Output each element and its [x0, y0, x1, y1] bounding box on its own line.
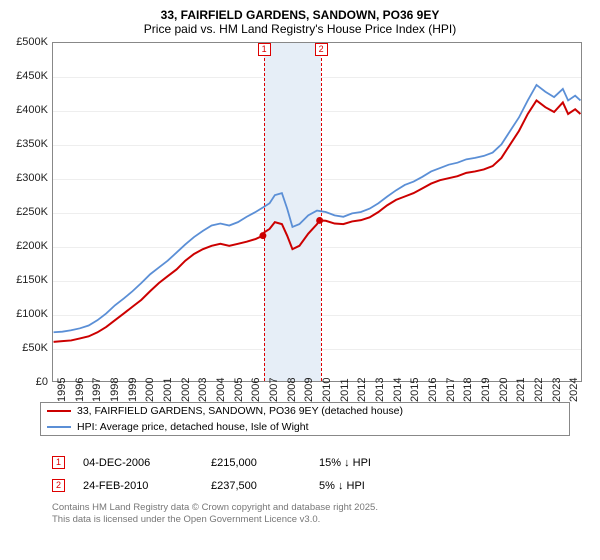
x-tick-label: 2004 — [215, 378, 227, 402]
y-tick-label: £50K — [12, 342, 48, 354]
sale-row-1: 1 04-DEC-2006 £215,000 15% ↓ HPI — [52, 456, 588, 469]
chart-subtitle: Price paid vs. HM Land Registry's House … — [12, 22, 588, 36]
legend-swatch-blue — [47, 426, 71, 428]
x-tick-label: 2005 — [233, 378, 245, 402]
sale-delta-2: 5% ↓ HPI — [319, 480, 365, 492]
x-tick-label: 2002 — [180, 378, 192, 402]
sale-delta-1: 15% ↓ HPI — [319, 457, 371, 469]
legend-box: 33, FAIRFIELD GARDENS, SANDOWN, PO36 9EY… — [40, 402, 570, 436]
x-tick-label: 2021 — [515, 378, 527, 402]
y-tick-label: £300K — [12, 172, 48, 184]
legend-swatch-red — [47, 410, 71, 412]
x-tick-label: 1999 — [127, 378, 139, 402]
y-tick-label: £100K — [12, 308, 48, 320]
y-tick-label: £150K — [12, 274, 48, 286]
x-tick-label: 2006 — [250, 378, 262, 402]
series_blue-line — [54, 85, 581, 332]
x-tick-label: 2024 — [568, 378, 580, 402]
x-tick-label: 2022 — [533, 378, 545, 402]
x-tick-label: 2010 — [321, 378, 333, 402]
sale-price-1: £215,000 — [211, 457, 301, 469]
x-tick-label: 1995 — [56, 378, 68, 402]
sale-marker-onchart: 1 — [258, 43, 271, 56]
chart-container: 33, FAIRFIELD GARDENS, SANDOWN, PO36 9EY… — [0, 0, 600, 560]
x-tick-label: 2007 — [268, 378, 280, 402]
y-tick-label: £400K — [12, 104, 48, 116]
legend-row-blue: HPI: Average price, detached house, Isle… — [41, 419, 569, 435]
sale-point — [316, 217, 323, 224]
y-tick-label: £350K — [12, 138, 48, 150]
x-tick-label: 2016 — [427, 378, 439, 402]
x-tick-label: 1998 — [109, 378, 121, 402]
x-tick-label: 2013 — [374, 378, 386, 402]
y-tick-label: £0 — [12, 376, 48, 388]
y-tick-label: £500K — [12, 36, 48, 48]
chart-area: £0 £50K £100K £150K £200K £250K £300K £350K £400… — [12, 42, 588, 412]
y-tick-label: £200K — [12, 240, 48, 252]
x-tick-label: 2019 — [480, 378, 492, 402]
sale-row-2: 2 24-FEB-2010 £237,500 5% ↓ HPI — [52, 479, 588, 492]
y-axis-ticks: £0£50K£100K£150K£200K£250K£300K£350K£400… — [12, 42, 52, 382]
sale-marker-2: 2 — [52, 479, 65, 492]
line-series — [53, 43, 581, 381]
y-tick-label: £250K — [12, 206, 48, 218]
x-tick-label: 2001 — [162, 378, 174, 402]
y-tick-label: £450K — [12, 70, 48, 82]
sale-date-1: 04-DEC-2006 — [83, 457, 193, 469]
x-tick-label: 2015 — [409, 378, 421, 402]
legend-label-red: 33, FAIRFIELD GARDENS, SANDOWN, PO36 9EY… — [77, 405, 403, 417]
legend-label-blue: HPI: Average price, detached house, Isle… — [77, 421, 309, 433]
x-tick-label: 2023 — [551, 378, 563, 402]
attribution-line2: This data is licensed under the Open Gov… — [52, 514, 588, 526]
sale-point — [259, 232, 266, 239]
chart-title: 33, FAIRFIELD GARDENS, SANDOWN, PO36 9EY — [12, 8, 588, 22]
sale-price-2: £237,500 — [211, 480, 301, 492]
x-tick-label: 2003 — [197, 378, 209, 402]
attribution-line1: Contains HM Land Registry data © Crown c… — [52, 502, 588, 514]
sale-marker-onchart: 2 — [315, 43, 328, 56]
x-tick-label: 2018 — [462, 378, 474, 402]
x-tick-label: 2014 — [392, 378, 404, 402]
x-tick-label: 2011 — [339, 378, 351, 402]
x-tick-label: 1996 — [74, 378, 86, 402]
x-tick-label: 2008 — [286, 378, 298, 402]
x-tick-label: 2020 — [498, 378, 510, 402]
x-tick-label: 1997 — [91, 378, 103, 402]
plot-box: 12 — [52, 42, 582, 382]
x-tick-label: 2017 — [445, 378, 457, 402]
sale-marker-1: 1 — [52, 456, 65, 469]
sale-date-2: 24-FEB-2010 — [83, 480, 193, 492]
attribution: Contains HM Land Registry data © Crown c… — [52, 502, 588, 526]
x-tick-label: 2012 — [356, 378, 368, 402]
legend-row-red: 33, FAIRFIELD GARDENS, SANDOWN, PO36 9EY… — [41, 403, 569, 419]
x-tick-label: 2009 — [303, 378, 315, 402]
x-tick-label: 2000 — [144, 378, 156, 402]
